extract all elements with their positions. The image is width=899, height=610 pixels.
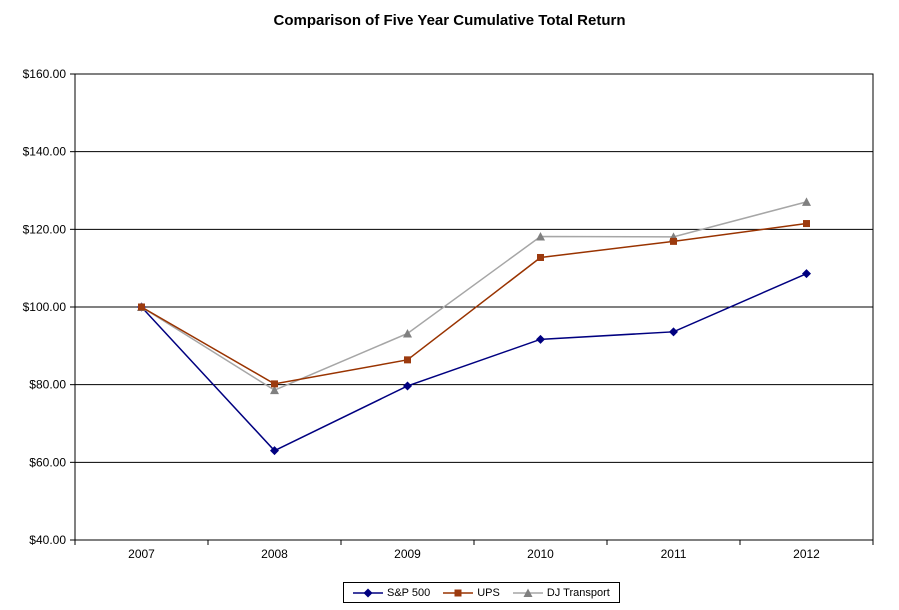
x-axis-label: 2010 [527, 547, 554, 561]
x-axis-label: 2011 [661, 547, 687, 561]
legend-label-ups: UPS [477, 586, 500, 599]
marker-s-p-500-2009 [403, 381, 412, 391]
legend-item-ups: UPS [443, 587, 500, 599]
marker-ups-2010 [537, 253, 544, 261]
marker-s-p-500-2010 [536, 334, 545, 344]
x-axis-label: 2012 [793, 547, 820, 561]
legend-glyph-s-p-500 [363, 588, 373, 597]
legend-glyph-ups [454, 589, 462, 596]
y-axis-label: $140.00 [23, 145, 67, 159]
marker-dj-transport-2009 [403, 328, 412, 338]
legend-label-s-p-500: S&P 500 [387, 586, 431, 599]
chart-title: Comparison of Five Year Cumulative Total… [273, 12, 626, 29]
marker-ups-2011 [670, 237, 677, 245]
marker-s-p-500-2012 [802, 269, 811, 279]
marker-ups-2007 [138, 303, 145, 311]
series-ups [138, 220, 810, 388]
legend-item-s-p-500: S&P 500 [353, 587, 430, 599]
x-axis-label: 2008 [261, 547, 288, 561]
x-axis-label: 2009 [394, 547, 421, 561]
y-axis-label: $120.00 [23, 222, 67, 236]
legend-marker-s-p-500 [353, 588, 383, 597]
legend-marker-dj-transport [512, 588, 543, 597]
legend-glyph-dj-transport [523, 588, 533, 597]
marker-dj-transport-2010 [536, 232, 545, 241]
marker-s-p-500-2011 [669, 327, 678, 337]
marker-ups-2012 [803, 220, 810, 228]
marker-ups-2009 [404, 356, 411, 364]
y-axis-label: $100.00 [23, 300, 67, 314]
y-axis-label: $80.00 [29, 378, 66, 392]
y-axis-label: $60.00 [29, 455, 66, 469]
marker-s-p-500-2008 [270, 446, 279, 456]
y-axis-label: $160.00 [23, 67, 67, 81]
marker-ups-2008 [271, 380, 278, 388]
series-line-ups [141, 222, 807, 385]
y-axis-label: $40.00 [29, 533, 66, 547]
legend-marker-ups [443, 589, 474, 596]
series-line-s-p-500 [140, 272, 807, 452]
series-line-dj-transport [141, 201, 807, 392]
marker-dj-transport-2012 [802, 197, 811, 206]
series-dj-transport [137, 197, 811, 395]
marker-dj-transport-2008 [270, 385, 279, 395]
chart-legend: S&P 500 UPS DJ Transport [343, 582, 620, 603]
x-axis-label: 2007 [128, 547, 155, 561]
legend-label-dj-transport: DJ Transport [546, 586, 610, 599]
legend-item-dj-transport: DJ Transport [512, 586, 610, 599]
